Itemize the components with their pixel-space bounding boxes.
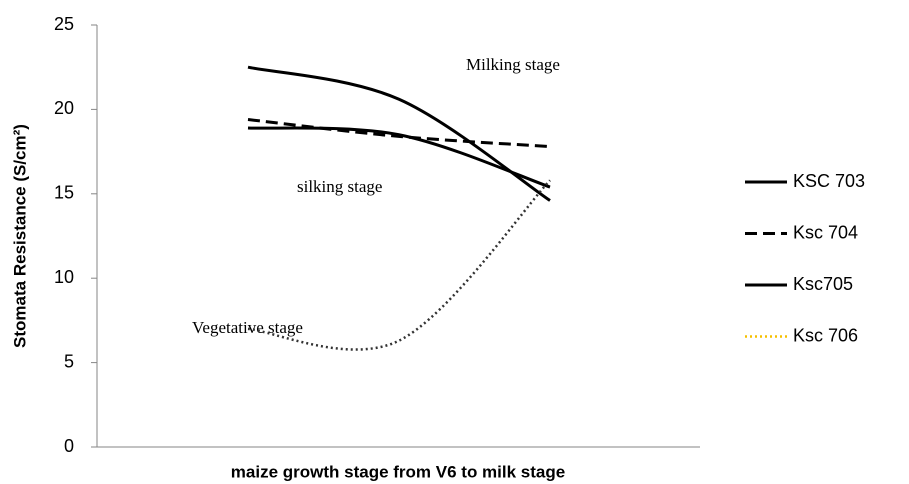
y-tick-label: 20 xyxy=(54,98,74,118)
y-tick-label: 10 xyxy=(54,267,74,287)
y-tick-label: 0 xyxy=(64,436,74,456)
annotation: Milking stage xyxy=(466,55,560,74)
series-line xyxy=(247,65,551,202)
series-line xyxy=(247,118,551,149)
annotation: Vegetative stage xyxy=(192,318,303,337)
y-tick-label: 15 xyxy=(54,183,74,203)
y-axis-title: Stomata Resistance (S/cm²) xyxy=(10,124,29,348)
annotation: silking stage xyxy=(297,177,382,196)
y-tick-label: 25 xyxy=(54,14,74,34)
y-tick-label: 5 xyxy=(64,351,74,371)
series-line xyxy=(247,126,551,189)
legend-label: KSC 703 xyxy=(793,171,865,191)
series-line xyxy=(247,179,551,351)
legend-label: Ksc 704 xyxy=(793,222,858,242)
x-axis-title: maize growth stage from V6 to milk stage xyxy=(231,462,565,481)
legend-label: Ksc 706 xyxy=(793,325,858,345)
legend-label: Ksc705 xyxy=(793,274,853,294)
